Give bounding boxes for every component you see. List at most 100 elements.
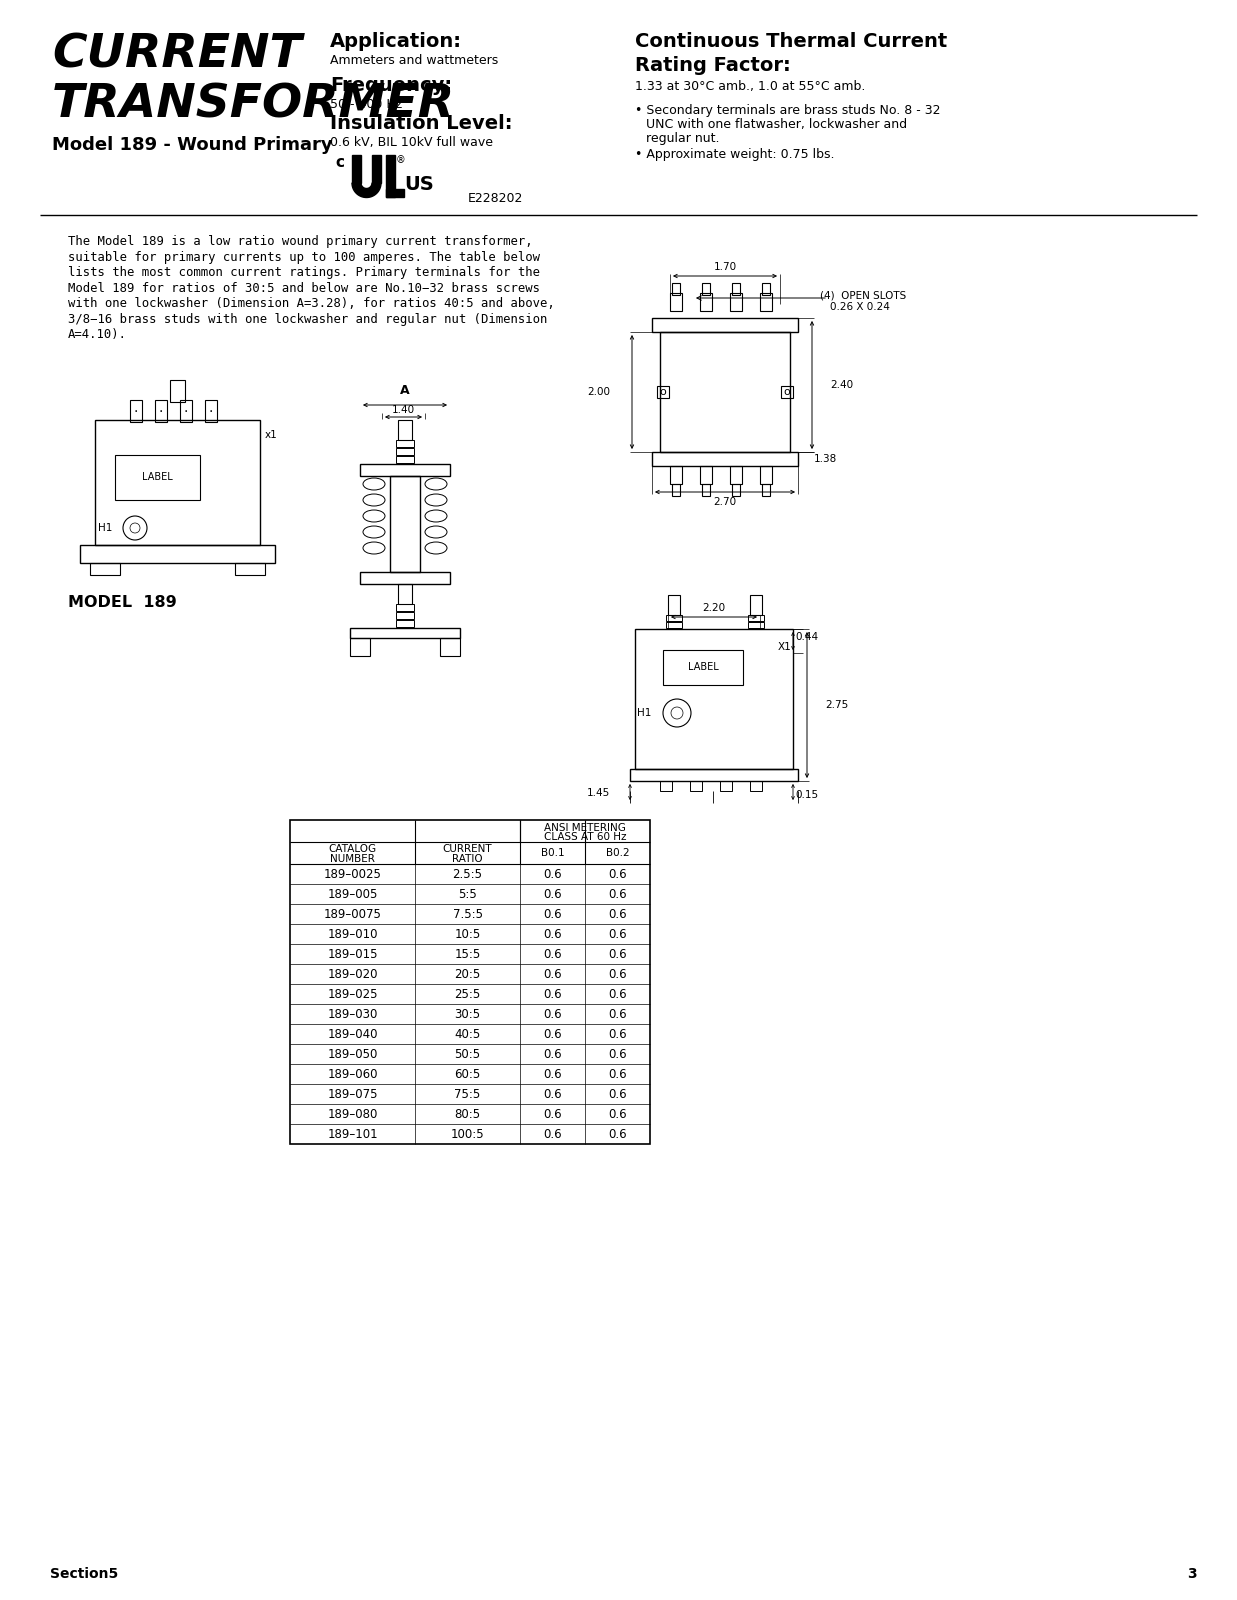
Text: CATALOG: CATALOG bbox=[329, 845, 376, 854]
Text: Ammeters and wattmeters: Ammeters and wattmeters bbox=[330, 54, 499, 67]
Text: 0.6: 0.6 bbox=[543, 928, 562, 941]
Polygon shape bbox=[353, 182, 381, 197]
Bar bbox=[396, 440, 414, 446]
Text: A=4.10).: A=4.10). bbox=[68, 328, 127, 341]
Text: 0.6: 0.6 bbox=[543, 1088, 562, 1101]
Text: 0.6: 0.6 bbox=[543, 968, 562, 981]
Text: 1.40: 1.40 bbox=[391, 405, 414, 414]
Text: 1.38: 1.38 bbox=[814, 454, 837, 464]
Text: 0.6: 0.6 bbox=[543, 1027, 562, 1040]
Bar bbox=[732, 483, 740, 496]
Bar bbox=[360, 573, 450, 584]
Bar bbox=[289, 819, 649, 1144]
Text: 2.00: 2.00 bbox=[588, 387, 610, 397]
Text: 189–0075: 189–0075 bbox=[324, 907, 381, 920]
Bar bbox=[350, 627, 460, 638]
Bar bbox=[672, 283, 680, 294]
Bar bbox=[666, 614, 682, 621]
Bar bbox=[730, 293, 742, 310]
Text: 75:5: 75:5 bbox=[454, 1088, 481, 1101]
Text: H1: H1 bbox=[637, 707, 652, 718]
Bar bbox=[90, 563, 120, 574]
Text: 0.6: 0.6 bbox=[609, 947, 627, 960]
Text: 20:5: 20:5 bbox=[454, 968, 481, 981]
Text: Model 189 for ratios of 30:5 and below are No.10−32 brass screws: Model 189 for ratios of 30:5 and below a… bbox=[68, 282, 541, 294]
Text: 189–005: 189–005 bbox=[328, 888, 377, 901]
Text: 3: 3 bbox=[1188, 1566, 1196, 1581]
Text: X1: X1 bbox=[778, 642, 792, 653]
Text: 0.6: 0.6 bbox=[609, 867, 627, 880]
Text: 0.6: 0.6 bbox=[609, 1048, 627, 1061]
Text: 25:5: 25:5 bbox=[454, 987, 481, 1000]
Text: 0.6: 0.6 bbox=[609, 1128, 627, 1141]
Text: o: o bbox=[783, 387, 790, 397]
Text: 0.6: 0.6 bbox=[543, 907, 562, 920]
Text: 2.40: 2.40 bbox=[830, 379, 854, 390]
Text: 189–060: 189–060 bbox=[328, 1067, 377, 1080]
Text: 1.33 at 30°C amb., 1.0 at 55°C amb.: 1.33 at 30°C amb., 1.0 at 55°C amb. bbox=[635, 80, 866, 93]
Bar bbox=[657, 386, 669, 398]
Text: A: A bbox=[401, 384, 409, 397]
Text: 2.5:5: 2.5:5 bbox=[453, 867, 482, 880]
Text: 30:5: 30:5 bbox=[454, 1008, 480, 1021]
Text: NUMBER: NUMBER bbox=[330, 854, 375, 864]
Bar bbox=[661, 333, 790, 451]
Text: ANSI METERING: ANSI METERING bbox=[544, 822, 626, 834]
Text: .: . bbox=[184, 402, 188, 414]
Text: • Approximate weight: 0.75 lbs.: • Approximate weight: 0.75 lbs. bbox=[635, 149, 835, 162]
Text: US: US bbox=[404, 174, 434, 194]
Text: MODEL  189: MODEL 189 bbox=[68, 595, 177, 610]
Bar bbox=[748, 622, 764, 627]
Text: 7.5:5: 7.5:5 bbox=[453, 907, 482, 920]
Text: 0.6: 0.6 bbox=[543, 1048, 562, 1061]
Bar bbox=[353, 155, 361, 182]
Text: 0.6: 0.6 bbox=[543, 1128, 562, 1141]
Bar bbox=[730, 466, 742, 483]
Bar bbox=[661, 781, 672, 790]
Text: 0.6: 0.6 bbox=[609, 968, 627, 981]
Text: 5:5: 5:5 bbox=[458, 888, 477, 901]
Bar bbox=[635, 629, 793, 770]
Text: ®: ® bbox=[396, 155, 406, 165]
Text: .: . bbox=[158, 402, 163, 414]
Text: 0.6: 0.6 bbox=[609, 1008, 627, 1021]
Bar bbox=[95, 419, 260, 546]
Text: 60:5: 60:5 bbox=[454, 1067, 481, 1080]
Text: suitable for primary currents up to 100 amperes. The table below: suitable for primary currents up to 100 … bbox=[68, 251, 541, 264]
Text: 50 - 400 Hz: 50 - 400 Hz bbox=[330, 98, 402, 110]
Text: 0.15: 0.15 bbox=[795, 790, 818, 800]
Text: B0.1: B0.1 bbox=[541, 848, 564, 858]
Bar bbox=[781, 386, 793, 398]
Bar bbox=[762, 283, 769, 294]
Text: LABEL: LABEL bbox=[141, 472, 172, 482]
Bar bbox=[652, 451, 798, 466]
Text: 0.6 kV, BIL 10kV full wave: 0.6 kV, BIL 10kV full wave bbox=[330, 136, 494, 149]
Text: 0.6: 0.6 bbox=[609, 1107, 627, 1120]
Bar bbox=[396, 611, 414, 619]
Bar bbox=[169, 379, 186, 402]
Text: regular nut.: regular nut. bbox=[646, 133, 720, 146]
Bar bbox=[235, 563, 265, 574]
Text: 189–075: 189–075 bbox=[328, 1088, 377, 1101]
Text: 189–030: 189–030 bbox=[328, 1008, 377, 1021]
Text: UNC with one flatwasher, lockwasher and: UNC with one flatwasher, lockwasher and bbox=[646, 118, 907, 131]
Text: 189–015: 189–015 bbox=[328, 947, 377, 960]
Bar bbox=[668, 595, 680, 614]
Text: x1: x1 bbox=[265, 430, 278, 440]
Text: 0.6: 0.6 bbox=[609, 888, 627, 901]
Bar bbox=[703, 283, 710, 294]
Text: The Model 189 is a low ratio wound primary current transformer,: The Model 189 is a low ratio wound prima… bbox=[68, 235, 533, 248]
Text: 0.26 X 0.24: 0.26 X 0.24 bbox=[830, 302, 889, 312]
Bar bbox=[155, 400, 167, 422]
Text: 15:5: 15:5 bbox=[454, 947, 481, 960]
Text: 1.45: 1.45 bbox=[586, 787, 610, 798]
Text: 10:5: 10:5 bbox=[454, 928, 481, 941]
Text: CLASS AT 60 Hz: CLASS AT 60 Hz bbox=[544, 832, 626, 842]
Bar bbox=[398, 584, 412, 603]
Text: 0.6: 0.6 bbox=[609, 987, 627, 1000]
Bar bbox=[360, 464, 450, 477]
Text: (4)  OPEN SLOTS: (4) OPEN SLOTS bbox=[820, 290, 907, 301]
Text: 0.6: 0.6 bbox=[609, 1088, 627, 1101]
Text: 0.6: 0.6 bbox=[543, 947, 562, 960]
Text: Rating Factor:: Rating Factor: bbox=[635, 56, 790, 75]
